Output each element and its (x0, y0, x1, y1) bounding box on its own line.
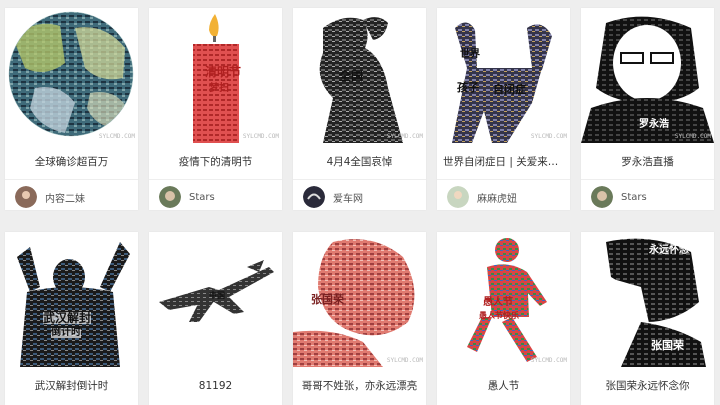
wordcloud-globe-image (8, 11, 134, 137)
wordcloud-profile-image (597, 238, 706, 367)
card-title[interactable]: 哥哥不姓张，亦永远漂亮 (301, 380, 418, 392)
avatar[interactable] (591, 186, 613, 208)
overlay-text: 张国荣 (651, 339, 684, 352)
overlay-text: 愚人节 (483, 297, 513, 308)
card-title[interactable]: 81192 (198, 380, 233, 392)
overlay-text: 愚人节快乐 (479, 311, 519, 320)
overlay-text: 梦扫 (209, 83, 229, 94)
gallery-card[interactable]: SYLCMD.COM 全球确诊超百万 内容二妹 (5, 8, 138, 210)
watermark: SYLCMD.COM (530, 357, 567, 364)
card-thumbnail[interactable]: 张国荣 SYLCMD.COM (293, 232, 426, 367)
gallery-card[interactable]: 清明节 梦扫 SYLCMD.COM 疫情下的清明节 Stars (149, 8, 282, 210)
card-author[interactable]: 爱车网 (293, 179, 426, 214)
overlay-text: 张国荣 (311, 293, 344, 306)
watermark: SYLCMD.COM (386, 133, 423, 140)
author-name[interactable]: 内容二妹 (45, 193, 85, 205)
overlay-text: 武汉解封 (43, 311, 92, 325)
card-thumbnail[interactable]: 武汉解封 倒计时 (5, 232, 138, 367)
avatar[interactable] (303, 186, 325, 208)
wordcloud-pink-portrait-image (293, 239, 415, 367)
author-name[interactable]: Stars (621, 191, 647, 203)
overlay-text: 全国 (339, 69, 364, 83)
card-author[interactable]: Stars (581, 179, 714, 214)
card-title[interactable]: 张国荣永远怀念你 (605, 380, 690, 392)
card-author[interactable]: 麻麻虎妞 (437, 179, 570, 214)
overlay-text: 清明节 (205, 65, 242, 79)
author-name[interactable]: Stars (189, 191, 215, 203)
card-thumbnail[interactable]: SYLCMD.COM (5, 8, 138, 143)
card-thumbnail[interactable]: 永远怀念 张国荣 (581, 232, 714, 367)
card-title[interactable]: 全球确诊超百万 (34, 156, 109, 168)
watermark: SYLCMD.COM (674, 133, 711, 140)
wordcloud-autism-day-image (452, 22, 552, 143)
card-title[interactable]: 世界自闭症日 | 关爱来自... (443, 156, 569, 168)
wordcloud-aircraft-image (159, 260, 274, 322)
card-title[interactable]: 罗永浩直播 (621, 156, 674, 168)
gallery-card[interactable]: 罗永浩 SYLCMD.COM 罗永浩直播 Stars (581, 8, 714, 210)
overlay-text: 世界 (460, 49, 480, 60)
author-name[interactable]: 爱车网 (333, 193, 363, 205)
wordcloud-candle-image (193, 14, 239, 143)
card-thumbnail[interactable]: 罗永浩 SYLCMD.COM (581, 8, 714, 143)
overlay-text: 倒计时 (51, 327, 81, 338)
gallery-card[interactable]: 永远怀念 张国荣 张国荣永远怀念你 (581, 232, 714, 405)
card-thumbnail[interactable]: 中国 (149, 232, 282, 367)
author-name[interactable]: 麻麻虎妞 (477, 193, 517, 205)
gallery-card[interactable]: 全国 SYLCMD.COM 4月4全国哀悼 爱车网 (293, 8, 426, 210)
card-thumbnail[interactable]: 愚人节 愚人节快乐 SYLCMD.COM (437, 232, 570, 367)
wordcloud-portrait-image (581, 16, 714, 143)
avatar[interactable] (447, 186, 469, 208)
wordcloud-runner-image (467, 238, 547, 362)
card-author[interactable]: Stars (149, 179, 282, 214)
watermark: SYLCMD.COM (242, 133, 279, 140)
card-title[interactable]: 疫情下的清明节 (178, 156, 253, 168)
overlay-text: 孩子 (457, 81, 479, 94)
card-thumbnail[interactable]: 清明节 梦扫 SYLCMD.COM (149, 8, 282, 143)
gallery-card[interactable]: 张国荣 SYLCMD.COM 哥哥不姓张，亦永远漂亮 (293, 232, 426, 405)
card-title[interactable]: 武汉解封倒计时 (34, 380, 109, 392)
card-thumbnail[interactable]: 全国 SYLCMD.COM (293, 8, 426, 143)
wordcloud-cheering-image (17, 242, 130, 367)
card-title[interactable]: 4月4全国哀悼 (326, 156, 393, 168)
gallery-card[interactable]: 愚人节 愚人节快乐 SYLCMD.COM 愚人节 (437, 232, 570, 405)
card-thumbnail[interactable]: 世界 孩子 自闭症 SYLCMD.COM (437, 8, 570, 143)
wordcloud-salute-image (319, 17, 403, 143)
card-title[interactable]: 愚人节 (487, 380, 520, 392)
avatar[interactable] (15, 186, 37, 208)
gallery-card[interactable]: 中国 81192 (149, 232, 282, 405)
watermark: SYLCMD.COM (98, 133, 135, 140)
watermark: SYLCMD.COM (530, 133, 567, 140)
overlay-text: 自闭症 (493, 83, 526, 96)
overlay-text: 中国 (209, 291, 225, 300)
card-author[interactable]: 内容二妹 (5, 179, 138, 214)
gallery-card[interactable]: 世界 孩子 自闭症 SYLCMD.COM 世界自闭症日 | 关爱来自... 麻麻… (437, 8, 570, 210)
overlay-text: 罗永浩 (639, 119, 669, 130)
watermark: SYLCMD.COM (386, 357, 423, 364)
avatar[interactable] (159, 186, 181, 208)
gallery-card[interactable]: 武汉解封 倒计时 武汉解封倒计时 (5, 232, 138, 405)
overlay-text: 永远怀念 (649, 245, 689, 256)
